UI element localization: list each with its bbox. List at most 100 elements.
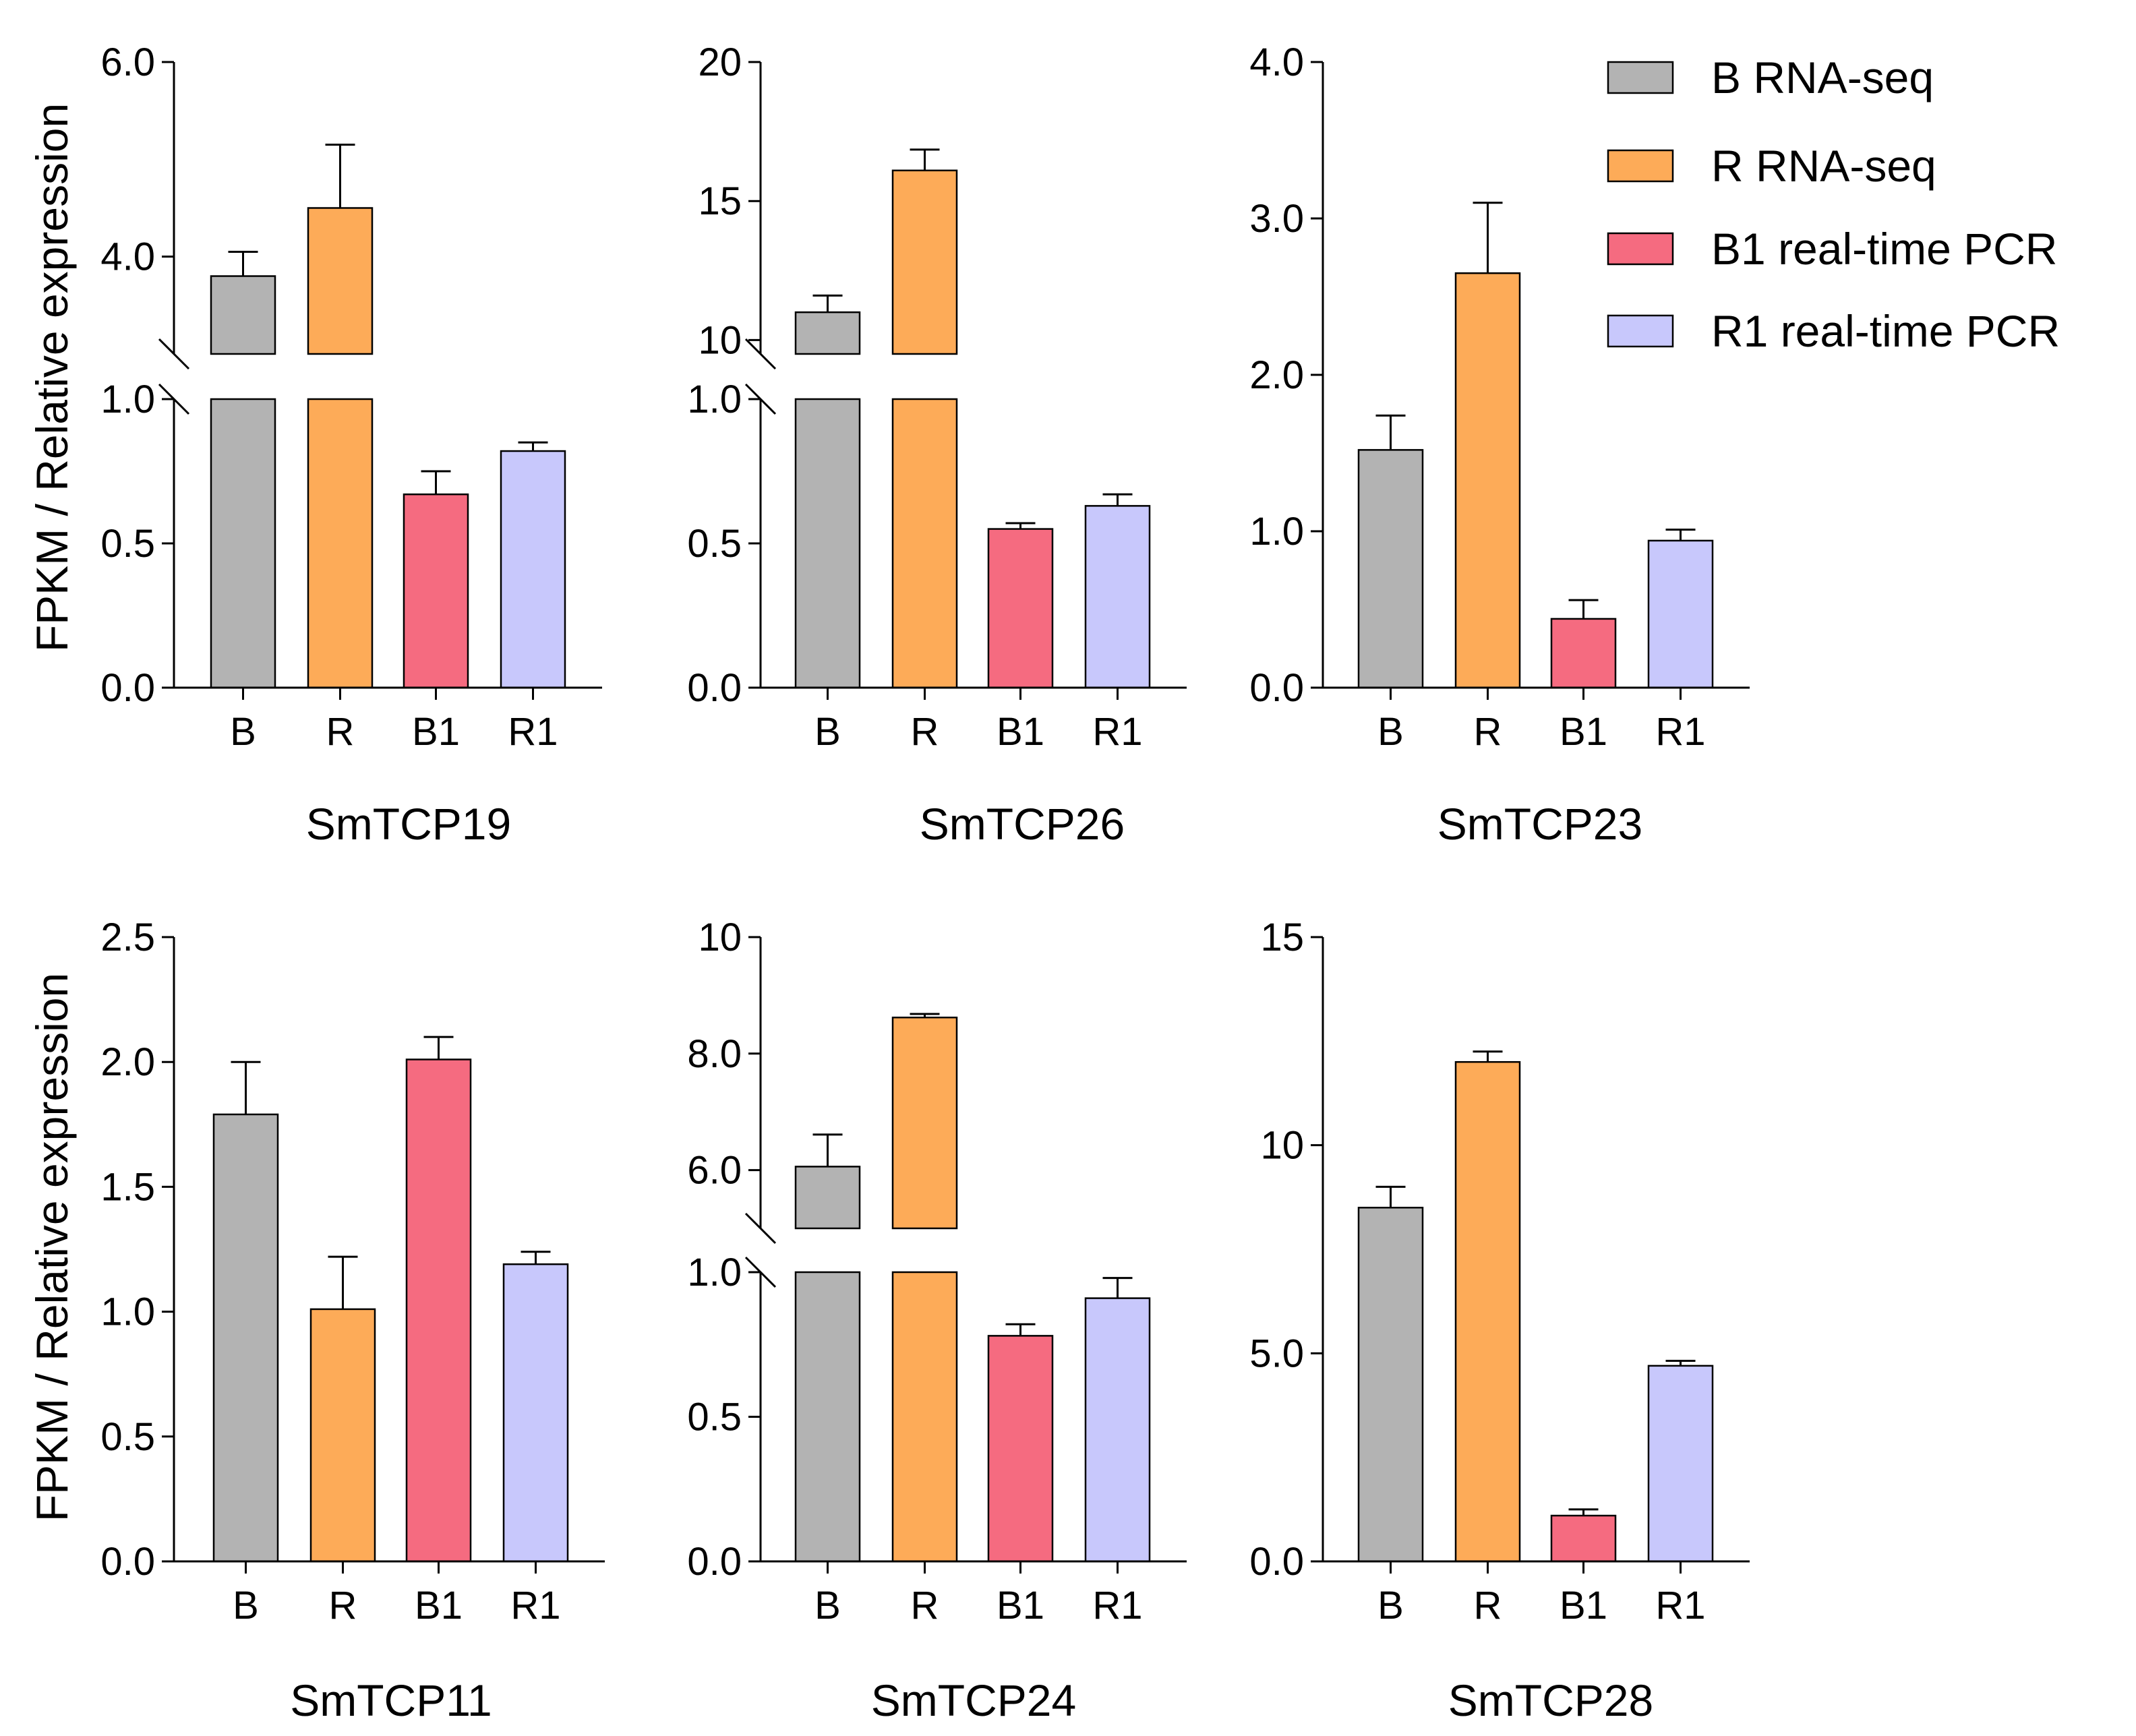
smtcp24-bar-b-lower [794,1271,861,1563]
smtcp11-category-label: B [233,1584,259,1627]
ylabel-top: FPKM / Relative expression [27,103,77,652]
smtcp19-category-label: B [230,710,256,754]
smtcp26-errorbar-r [910,148,940,171]
smtcp26-bar-r-lower [891,398,958,689]
smtcp23-errorbar-b [1375,414,1406,450]
smtcp28-errorbar-r [1473,1050,1503,1062]
smtcp24-errorbar-b [812,1133,843,1167]
smtcp28-category-label: B [1377,1584,1404,1627]
panel-smtcp23: B R B1 R1 0.0 1.0 2.0 3.0 4.0 SmTCP23 [1249,40,1750,849]
smtcp23-errorbar-r [1473,202,1503,274]
smtcp26-bar-r1 [1084,505,1151,689]
legend-label-b1: B1 real-time PCR [1711,224,2057,274]
smtcp23-errorbar-b1 [1568,599,1599,619]
smtcp19-errorbar-b1 [421,470,451,495]
smtcp11-category-label: R1 [510,1584,560,1627]
smtcp24-bar-b-upper [794,1166,861,1230]
smtcp28-bar-b [1357,1207,1424,1563]
smtcp23-category-label: B [1377,710,1404,754]
smtcp28-y-tick-label: 15 [1260,916,1304,959]
smtcp19-y-tick-label: 0.0 [100,666,155,710]
smtcp11-y-tick-label: 2.5 [100,916,155,959]
smtcp11-bar-r [309,1308,376,1563]
legend-label-r: R RNA-seq [1711,141,1936,191]
smtcp26-title: SmTCP26 [920,799,1125,849]
smtcp19-y-tick-label: 4.0 [100,235,155,279]
smtcp24-category-label: R [911,1584,939,1627]
smtcp28-bar-b1 [1550,1514,1617,1563]
smtcp11-y-tick-label: 1.0 [100,1290,155,1334]
smtcp11-y-tick-label: 0.0 [100,1540,155,1584]
smtcp24-category-label: B1 [997,1584,1044,1627]
smtcp28-bar-r1 [1647,1365,1714,1563]
smtcp26-errorbar-b [812,294,843,313]
legend-swatch-r [1607,149,1674,183]
smtcp26-y-tick-label: 0.0 [687,666,742,710]
smtcp23-bar-b1 [1550,618,1617,689]
smtcp28-bar-r [1454,1060,1521,1563]
smtcp23-bar-r1 [1647,539,1714,689]
smtcp23-bar-b [1357,449,1424,689]
smtcp24-bar-r1 [1084,1297,1151,1563]
smtcp23-y-tick-label: 0.0 [1249,666,1304,710]
smtcp26-category-label: R1 [1092,710,1142,754]
smtcp26-y-tick-label: 1.0 [687,378,742,421]
smtcp19-errorbar-r [325,144,355,208]
smtcp23-y-tick-label: 1.0 [1249,510,1304,553]
smtcp19-bar-r-upper [307,207,374,355]
smtcp11-errorbar-b [231,1060,261,1114]
smtcp24-axis-break-mark [744,1212,777,1245]
legend-swatch-b1 [1607,232,1674,266]
smtcp11-y-tick-label: 2.0 [100,1040,155,1084]
smtcp11-category-label: B1 [415,1584,463,1627]
smtcp28-y-tick-label: 5.0 [1249,1331,1304,1375]
smtcp26-category-label: B [814,710,841,754]
smtcp23-y-tick-label: 4.0 [1249,40,1304,84]
panel-smtcp24: B R B1 R1 0.0 0.5 1.0 6.0 8.0 10 SmTCP24 [687,916,1187,1725]
smtcp28-y-tick-label: 0.0 [1249,1540,1304,1584]
smtcp11-bar-b [212,1113,279,1563]
panel-smtcp26: B R B1 R1 0.0 0.5 1.0 10 15 20 SmTCP26 [687,40,1187,849]
smtcp24-y-tick-label: 6.0 [687,1149,742,1193]
smtcp26-axis-break-mark [744,338,777,370]
smtcp24-y-tick-label: 1.0 [687,1251,742,1294]
smtcp19-y-tick-label: 0.5 [100,522,155,566]
smtcp24-bar-r-lower [891,1271,958,1563]
smtcp11-errorbar-b1 [423,1036,454,1060]
smtcp24-category-label: B [814,1584,841,1627]
smtcp26-bar-r-upper [891,169,958,355]
smtcp26-bar-b1 [987,528,1054,689]
smtcp19-errorbar-r1 [518,441,548,452]
smtcp26-category-label: R [911,710,939,754]
smtcp24-y-tick-label: 10 [698,916,742,959]
smtcp24-bar-r-upper [891,1016,958,1230]
smtcp11-bar-r1 [502,1263,569,1563]
smtcp28-errorbar-b1 [1568,1508,1599,1516]
smtcp19-category-label: R1 [508,710,558,754]
smtcp11-errorbar-r1 [521,1251,551,1265]
smtcp23-y-tick-label: 3.0 [1249,197,1304,241]
smtcp28-category-label: B1 [1560,1584,1607,1627]
smtcp24-errorbar-r1 [1102,1277,1133,1298]
smtcp24-y-tick-label: 0.0 [687,1540,742,1584]
smtcp11-category-label: R [329,1584,357,1627]
smtcp26-category-label: B1 [997,710,1044,754]
smtcp28-category-label: R1 [1655,1584,1705,1627]
panel-smtcp28: B R B1 R1 0.0 5.0 10 15 SmTCP28 [1249,916,1750,1725]
smtcp23-errorbar-r1 [1665,529,1696,541]
smtcp26-errorbar-b1 [1005,522,1036,529]
smtcp24-title: SmTCP24 [871,1675,1076,1725]
smtcp19-bar-b-lower [210,398,276,689]
smtcp19-bar-r-lower [307,398,374,689]
smtcp11-y-tick-label: 1.5 [100,1165,155,1209]
smtcp19-bar-r1 [500,450,566,689]
smtcp26-bar-b-upper [794,311,861,355]
smtcp11-y-tick-label: 0.5 [100,1415,155,1459]
legend-swatch-r1 [1607,314,1674,348]
smtcp19-category-label: R [326,710,355,754]
smtcp24-y-tick-label: 0.5 [687,1396,742,1439]
smtcp23-bar-r [1454,272,1521,689]
smtcp19-bar-b1 [403,493,469,689]
smtcp26-y-tick-label: 10 [698,318,742,362]
